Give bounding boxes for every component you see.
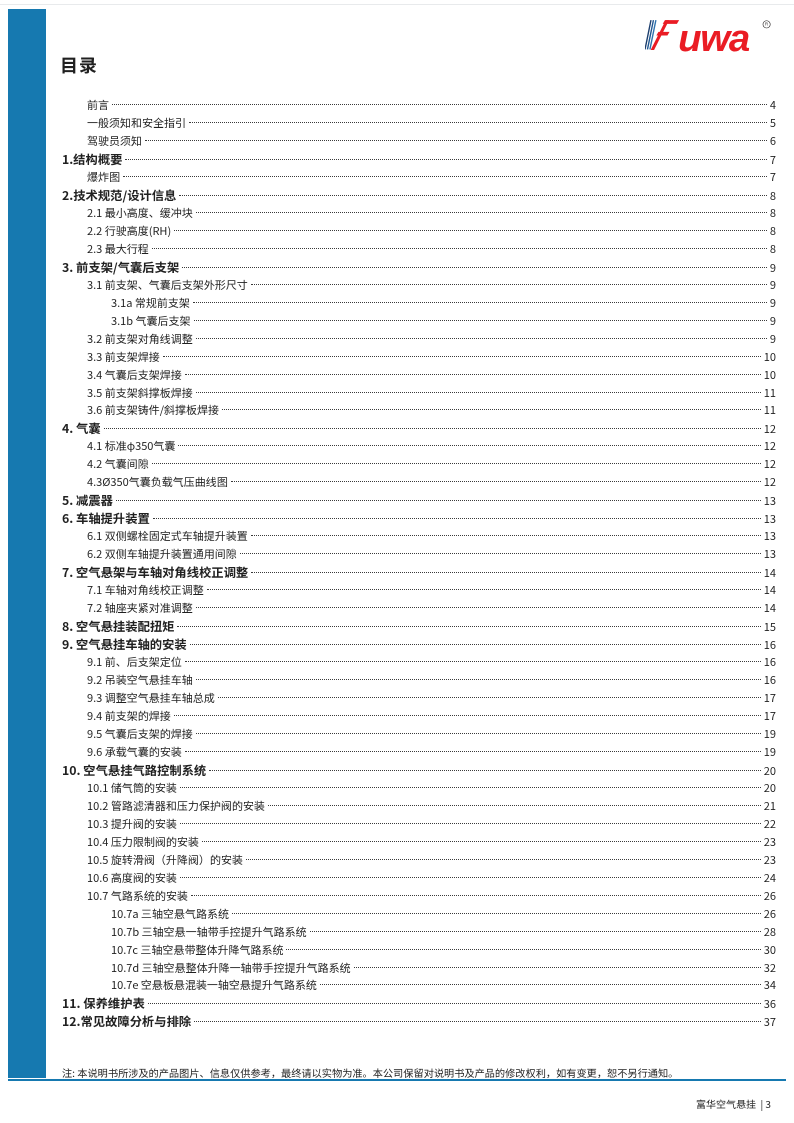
- svg-text:R: R: [765, 22, 768, 27]
- svg-text:uwa: uwa: [678, 19, 750, 60]
